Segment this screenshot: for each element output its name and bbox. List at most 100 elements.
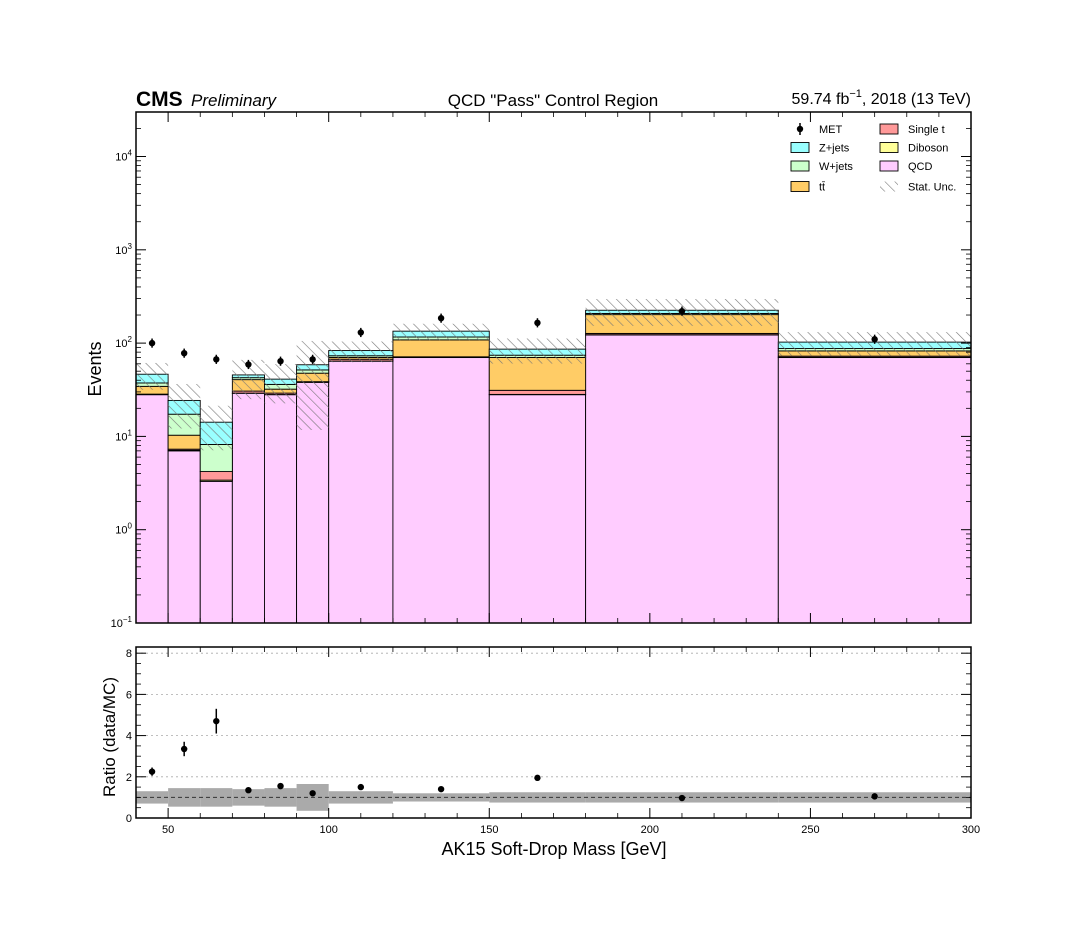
legend-swatch — [791, 182, 809, 192]
legend-swatch — [880, 143, 898, 153]
x-tick-label: 300 — [962, 824, 980, 836]
data-point — [245, 361, 251, 367]
legend-item: QCD — [880, 161, 933, 173]
ratio-point — [277, 783, 283, 789]
ratio-tick-label: 0 — [126, 813, 132, 825]
stack-bar — [200, 481, 232, 625]
ratio-tick-label: 8 — [126, 648, 132, 660]
ratio-point — [871, 793, 877, 799]
legend-swatch — [791, 161, 809, 171]
ratio-tick-label: 2 — [126, 772, 132, 784]
data-point — [181, 350, 187, 356]
stat-unc-hatch — [489, 338, 585, 363]
stat-unc-hatch — [136, 363, 168, 390]
y-tick-exp: 4 — [128, 149, 133, 158]
legend-item: Stat. Unc. — [880, 182, 956, 194]
lumi-exponent: −1 — [849, 88, 862, 100]
ratio-point — [534, 775, 540, 781]
stack-bar — [136, 395, 168, 625]
ratio-point — [438, 786, 444, 792]
legend-label: Stat. Unc. — [908, 182, 956, 194]
y-tick-base: 10 — [115, 338, 127, 350]
experiment-label: CMS — [136, 88, 183, 111]
legend-swatch — [880, 124, 898, 134]
legend-item: MET — [797, 123, 843, 136]
stack-bar — [264, 395, 296, 625]
legend-item: Z+jets — [791, 143, 850, 155]
data-point — [438, 315, 444, 321]
y-tick-label: 100 — [115, 522, 132, 537]
main-plot-area — [136, 299, 971, 625]
stack-bar — [168, 451, 200, 625]
legend-hatch-swatch — [880, 182, 898, 192]
ratio-tick-label: 6 — [126, 689, 132, 701]
data-point — [213, 356, 219, 362]
legend-item: Single t — [880, 124, 945, 136]
data-point — [534, 320, 540, 326]
legend-label: Z+jets — [819, 143, 850, 155]
y-tick-exp: −1 — [123, 615, 133, 624]
x-tick-label: 100 — [320, 824, 338, 836]
legend-label: Diboson — [908, 143, 948, 155]
legend-item: W+jets — [791, 161, 853, 173]
stack-bar — [489, 395, 585, 625]
y-tick-base: 10 — [111, 618, 123, 630]
stat-unc-hatch — [168, 384, 200, 429]
legend-label: tt̄ — [819, 181, 825, 193]
stack-bar — [393, 340, 489, 357]
legend-item: tt̄ — [791, 181, 825, 193]
y-tick-base: 10 — [115, 431, 127, 443]
data-point — [871, 336, 877, 342]
stack-bar — [778, 358, 971, 625]
y-tick-base: 10 — [115, 525, 127, 537]
stack-bar — [168, 435, 200, 449]
ratio-points — [149, 709, 878, 801]
lumi-label: 59.74 fb−1, 2018 (13 TeV) — [792, 88, 971, 108]
region-title: QCD "Pass" Control Region — [448, 91, 658, 110]
legend: MET Single t Z+jets Diboson W+jets QCD tt̄ Stat… — [791, 123, 956, 194]
y-tick-exp: 3 — [128, 242, 133, 251]
status-label: Preliminary — [191, 91, 278, 110]
y-tick-base: 10 — [115, 152, 127, 164]
legend-label: QCD — [908, 161, 933, 173]
stack-bar — [329, 361, 393, 625]
y-tick-label: 10−1 — [111, 615, 133, 630]
stack-bar — [489, 390, 585, 394]
ratio-point — [309, 790, 315, 796]
stat-unc-hatch — [329, 342, 393, 363]
y-tick-exp: 1 — [128, 428, 133, 437]
data-point — [679, 308, 685, 314]
lumi-rest: , 2018 (13 TeV) — [862, 91, 971, 108]
stack-bar — [200, 472, 232, 481]
stat-unc-hatch — [297, 341, 329, 430]
x-axis-label: AK15 Soft-Drop Mass [GeV] — [441, 839, 666, 859]
legend-label: MET — [819, 124, 843, 136]
y-axis-label: Events — [85, 341, 105, 396]
y-tick-label: 103 — [115, 242, 132, 257]
data-point — [277, 358, 283, 364]
y-tick-base: 10 — [115, 245, 127, 257]
ratio-point — [181, 746, 187, 752]
legend-swatch — [880, 161, 898, 171]
y-tick-exp: 2 — [128, 335, 133, 344]
legend-item: Diboson — [880, 143, 948, 155]
x-tick-label: 250 — [801, 824, 819, 836]
stack-bar — [232, 393, 264, 625]
y-tick-label: 104 — [115, 149, 132, 164]
ratio-point — [358, 784, 364, 790]
stat-unc-hatch — [393, 324, 489, 340]
x-tick-label: 200 — [641, 824, 659, 836]
legend-marker — [797, 126, 803, 132]
ratio-point — [213, 718, 219, 724]
stat-unc-hatch — [200, 406, 232, 451]
ratio-y-axis-label: Ratio (data/MC) — [100, 677, 119, 797]
ratio-point — [679, 795, 685, 801]
stat-unc-hatch — [264, 364, 296, 403]
y-tick-label: 102 — [115, 335, 132, 350]
legend-label: Single t — [908, 124, 945, 136]
ratio-tick-label: 4 — [126, 731, 132, 743]
